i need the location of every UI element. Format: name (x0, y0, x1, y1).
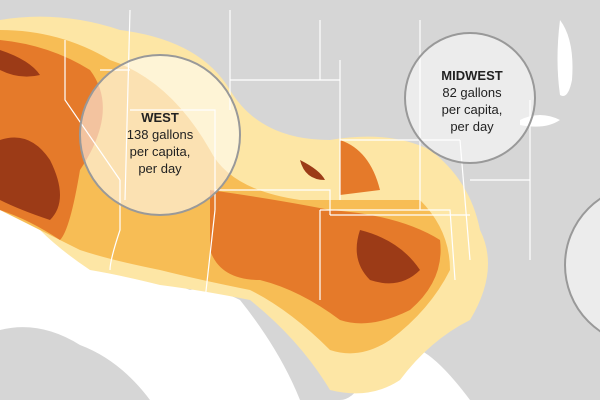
region-text: per capita, (442, 102, 503, 117)
region-text: 82 gallons (442, 85, 502, 100)
callout-circle (79, 54, 241, 216)
region-text: per day (450, 119, 494, 134)
baja (0, 327, 150, 400)
callout-circle (404, 32, 536, 164)
region-name: MIDWEST (441, 68, 502, 83)
region-name: WEST (141, 110, 179, 125)
callout-circle (564, 197, 600, 333)
region-text: 138 gallons (127, 127, 194, 142)
midwest-callout: MIDWEST 82 gallons per capita, per day (404, 32, 536, 164)
west-callout: WEST 138 gallons per capita, per day (79, 54, 241, 216)
lakes (520, 20, 573, 127)
region-text: per capita, (130, 144, 191, 159)
region-text: per day (138, 161, 182, 176)
